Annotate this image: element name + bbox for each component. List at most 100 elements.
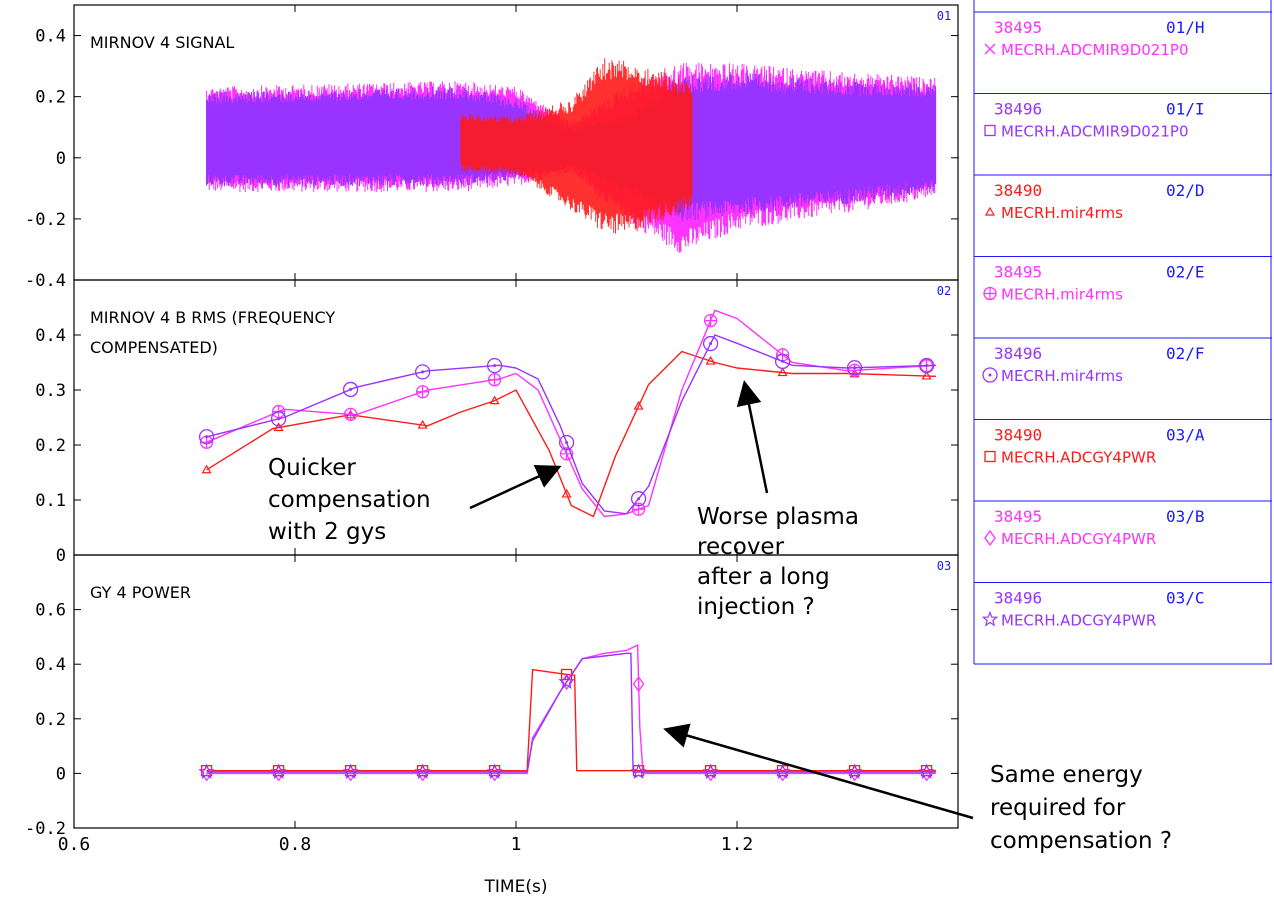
annotation-text: Worse plasma <box>697 504 859 530</box>
y-tick-label: 0.4 <box>35 655 66 675</box>
y-tick-label: 0.3 <box>35 381 66 401</box>
legend-id: 01/I <box>1166 100 1205 119</box>
annotation-text: Quicker <box>268 455 356 481</box>
series-38496-02-marker-ring <box>702 335 719 352</box>
series-38496-02-marker-dot <box>421 370 425 374</box>
y-tick-label: 0.6 <box>35 601 66 621</box>
series-38496-02-marker-ring <box>486 357 503 374</box>
series-38496-02-marker <box>486 357 503 374</box>
series-38495-02-marker <box>343 407 358 422</box>
series-38490-02-marker <box>201 464 212 474</box>
annotation-arrow <box>663 723 974 820</box>
series-38495-03-marker <box>272 765 285 782</box>
series-38490-02-line <box>206 350 936 518</box>
series-38496-02-marker-dot <box>565 440 569 444</box>
series-38496-02-marker-dot <box>709 342 713 346</box>
series-38496-02-marker-ring <box>342 381 359 398</box>
series-38495-03-marker <box>344 765 357 782</box>
panel-data <box>206 58 937 253</box>
y-tick-label: 0.4 <box>35 326 66 346</box>
annotation-arrow <box>736 380 769 494</box>
legend-id: 02/E <box>1166 263 1205 282</box>
series-38495-02-marker-cross <box>488 373 501 386</box>
annotations: Quicker compensation with 2 gys Worse plasm… <box>268 380 1172 854</box>
legend-signal: MECRH.ADCGY4PWR <box>1001 530 1156 548</box>
annotation-text: with 2 gys <box>268 519 386 545</box>
series-38496-02-marker-ring <box>774 353 791 370</box>
panel-data <box>198 643 936 782</box>
series-38496-02-marker <box>702 335 719 352</box>
series-38490-02-marker <box>417 419 428 429</box>
legend-marker-icon <box>981 610 999 627</box>
series-38496-02-marker-ring <box>630 491 647 507</box>
legend-marker-icon <box>984 124 996 137</box>
panel-title: MIRNOV 4 SIGNAL <box>90 33 234 52</box>
series-38496-02-marker <box>342 381 359 398</box>
series-38496-03-marker <box>486 763 503 780</box>
y-tick-label: 0.4 <box>35 27 66 47</box>
panel-title-line2: COMPENSATED) <box>90 338 218 357</box>
series-38496-02-marker <box>270 411 287 427</box>
y-tick-label: -0.2 <box>25 210 66 230</box>
series-38496-02-marker <box>918 357 935 374</box>
series-38490-02-marker <box>705 355 716 365</box>
y-tick-label: 0.2 <box>35 88 66 108</box>
annotation-text: injection ? <box>697 594 815 620</box>
series-38496-03-line <box>206 652 936 773</box>
legend-signal: MECRH.mir4rms <box>1001 367 1123 385</box>
y-tick-label: 0 <box>56 546 66 566</box>
series-38496-02-marker-dot <box>493 364 497 368</box>
y-tick-label: 0.1 <box>35 491 66 511</box>
legend-id: 01/H <box>1166 18 1205 37</box>
legend-entry: 38496 01/I MECRH.ADCMIR9D021P0 <box>974 93 1272 141</box>
x-axis-label: TIME(s) <box>484 877 548 897</box>
legend-entry: 38490 02/D MECRH.mir4rms <box>974 174 1272 222</box>
panel-03: -0.2 0 0.2 0.4 0.6 GY 4 POWER 03 0.6 0.8 1 1.2 TIME… <box>25 554 959 897</box>
legend-marker-icon-dot <box>988 373 992 377</box>
series-38495-03 <box>200 643 936 782</box>
series-38490-02-marker <box>633 400 644 410</box>
annotation-text: after a long <box>697 564 830 590</box>
legend-id: 03/B <box>1166 507 1205 526</box>
legend-entry: 38495 03/B MECRH.ADCGY4PWR <box>974 500 1272 548</box>
chart-panels: -0.4-0.200.20.4 MIRNOV 4 SIGNAL0100.10.20… <box>25 4 959 897</box>
series-38496-02-marker-ring <box>846 360 863 376</box>
y-tick-label: -0.4 <box>25 271 66 291</box>
annotation-text: recover <box>697 534 785 560</box>
series-38496-03-marker <box>414 763 431 780</box>
series-38496-02 <box>198 334 936 515</box>
series-38496-02-marker-dot <box>277 417 281 421</box>
series-38496-02-marker-ring <box>270 411 287 427</box>
legend-entry: 38496 03/C MECRH.ADCGY4PWR <box>974 582 1272 630</box>
series-38495-02-marker-cross <box>416 385 429 398</box>
series-38496-03-marker <box>702 763 719 780</box>
series-38495-03-marker <box>704 765 717 782</box>
series-38490-01-trace <box>460 58 693 234</box>
series-38496-03-marker <box>630 763 647 780</box>
series-38496-02-marker-ring <box>918 357 935 374</box>
panel-id: 01 <box>937 9 951 23</box>
series-38495-02-marker <box>415 385 430 399</box>
series-38496-02-marker-dot <box>853 366 857 370</box>
annotation-3: Same energy required for compensation ? <box>663 723 1172 854</box>
annotation-arrow <box>469 464 562 510</box>
legend-marker-icon-cross <box>984 287 996 300</box>
panel-frame <box>73 554 959 829</box>
legend-marker-icon <box>984 450 996 463</box>
series-38496-02-marker-dot <box>925 364 929 368</box>
series-38490-02-marker <box>921 370 932 380</box>
legend-marker-icon <box>982 367 998 383</box>
legend-signal: MECRH.ADCMIR9D021P0 <box>1001 123 1189 141</box>
series-38495-02-marker <box>703 313 718 328</box>
series-38496-03-marker <box>918 763 935 780</box>
y-tick-label: -0.2 <box>25 819 66 839</box>
series-38496-02-marker-dot <box>637 497 641 501</box>
panel-02: 0 0.1 0.2 0.3 0.4 MIRNOV 4 B RMS (FREQUENCY CO… <box>35 279 959 566</box>
series-38495-03-marker <box>632 675 645 693</box>
series-38495-02-marker-cross <box>344 408 357 421</box>
x-tick-label: 0.6 <box>58 834 91 855</box>
y-tick-label: 0 <box>56 149 66 169</box>
panel-01: -0.4 -0.2 0 0.2 0.4 MIRNOV 4 SIGNAL 01 <box>25 4 959 291</box>
series-38496-03-marker <box>774 763 791 780</box>
legend-signal: MECRH.ADCGY4PWR <box>1001 612 1156 630</box>
